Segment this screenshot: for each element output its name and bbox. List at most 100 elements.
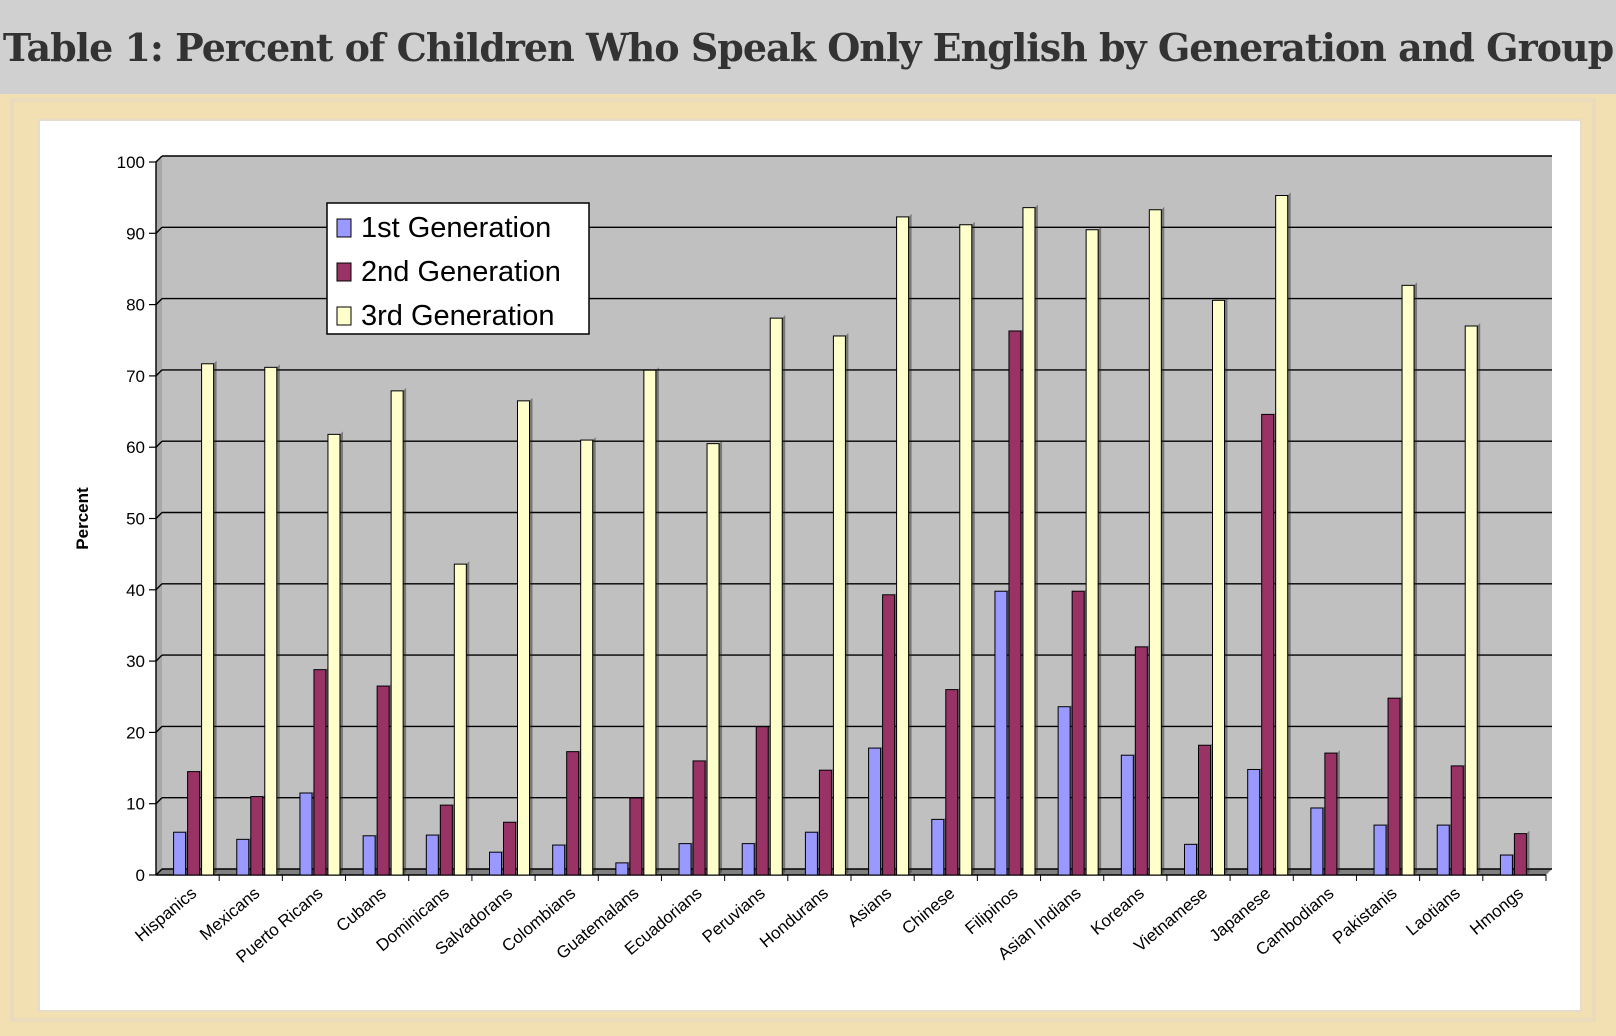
bar (832, 335, 846, 876)
bar-shadow (719, 440, 723, 875)
bar (868, 747, 882, 876)
bar-shadow (213, 360, 217, 875)
bar-shadow (466, 561, 470, 875)
bar (896, 216, 910, 876)
bar (1310, 807, 1324, 876)
bar-shadow (529, 397, 533, 875)
legend-swatch (336, 262, 352, 282)
x-tick-label: Chinese (898, 884, 958, 939)
bar (1085, 229, 1099, 876)
page-title: Table 1: Percent of Children Who Speak O… (2, 24, 1614, 70)
bar (804, 831, 818, 876)
bar (1261, 413, 1275, 876)
bar (1134, 646, 1148, 876)
gridline-wall (155, 369, 163, 377)
bar (945, 689, 959, 876)
bar (1198, 744, 1211, 876)
bar (362, 835, 376, 876)
bar (1247, 768, 1261, 876)
bar (1275, 195, 1289, 876)
y-tick-label: 70 (126, 367, 145, 386)
bar (187, 771, 201, 876)
bar (517, 400, 530, 876)
bar (1373, 824, 1387, 876)
y-tick-label: 60 (126, 438, 145, 457)
bar (1008, 330, 1022, 876)
bar (755, 726, 769, 876)
y-tick-label: 90 (126, 224, 145, 243)
bar (1057, 706, 1071, 876)
bar (1513, 833, 1527, 876)
bar-shadow (276, 364, 280, 875)
bar-shadow (1287, 192, 1291, 876)
x-tick-label: Filipinos (962, 884, 1022, 939)
bar (692, 760, 706, 876)
bar (425, 834, 439, 876)
x-tick-label: Hmongs (1466, 884, 1527, 939)
bar (264, 366, 278, 876)
bar (1401, 284, 1415, 876)
bar (236, 838, 250, 876)
bar-shadow (845, 332, 849, 875)
gridline-wall (155, 725, 163, 733)
y-tick-label: 10 (126, 795, 145, 814)
bar (453, 563, 467, 876)
x-tick-label: Hispanics (131, 884, 200, 946)
x-tick-label: Hondurans (756, 884, 832, 952)
bar (327, 433, 341, 876)
bar-shadow (1034, 204, 1038, 875)
bar-shadow (1526, 830, 1530, 875)
bar-shadow (908, 213, 912, 875)
gridline-wall (155, 583, 163, 591)
legend-swatch (336, 306, 352, 326)
bar (1120, 754, 1134, 876)
gridline-wall (155, 155, 163, 163)
bar (503, 821, 516, 876)
y-tick-label: 30 (126, 652, 145, 671)
bar (552, 844, 566, 876)
bar (1450, 765, 1464, 876)
bar (1464, 325, 1478, 876)
bar (489, 851, 502, 876)
bar-shadow (971, 221, 975, 875)
bar (706, 443, 720, 876)
title-bar: Table 1: Percent of Children Who Speak O… (0, 0, 1616, 94)
bar (818, 769, 832, 876)
bar-shadow (403, 387, 407, 875)
gridline-wall (155, 226, 163, 234)
bar (994, 590, 1008, 876)
bar-shadow (1477, 322, 1481, 875)
gridline-wall (155, 512, 163, 519)
gridline-wall (155, 797, 163, 805)
bar (376, 685, 390, 876)
y-tick-label: 50 (126, 510, 145, 529)
bar (1436, 824, 1450, 876)
y-tick-label: 100 (117, 153, 145, 172)
bar (580, 439, 594, 876)
bar-shadow (1414, 282, 1418, 875)
bar-shadow (1224, 297, 1228, 875)
bar (678, 843, 692, 876)
y-tick-label: 40 (126, 581, 145, 600)
y-tick-label: 80 (126, 296, 145, 315)
bar (643, 369, 657, 876)
y-tick-label: 0 (136, 866, 145, 885)
bar (769, 317, 783, 876)
bar (931, 818, 945, 876)
x-tick-label: Cubans (333, 884, 390, 936)
bar (201, 363, 215, 876)
bar (250, 796, 264, 876)
bar (1184, 843, 1197, 876)
y-axis-title: Percent (73, 487, 92, 550)
bar (1071, 590, 1085, 876)
bar (615, 862, 629, 876)
bar (959, 224, 973, 876)
bar (439, 804, 453, 876)
bar (390, 390, 404, 876)
bar (299, 792, 313, 876)
bar (1499, 854, 1513, 876)
legend-swatch (336, 218, 352, 238)
legend-label: 2nd Generation (361, 256, 561, 288)
bar-shadow (782, 315, 786, 876)
bar (173, 831, 187, 876)
